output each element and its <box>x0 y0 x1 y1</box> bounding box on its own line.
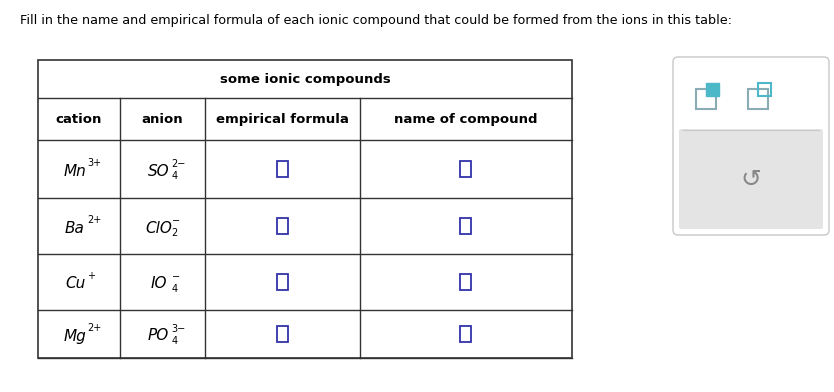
Text: −: − <box>172 216 179 226</box>
Text: empirical formula: empirical formula <box>216 113 349 125</box>
Text: anion: anion <box>142 113 183 125</box>
Text: ↺: ↺ <box>741 168 761 192</box>
Text: Mg: Mg <box>63 328 87 343</box>
Bar <box>696 89 716 109</box>
Bar <box>460 161 471 177</box>
Text: 4: 4 <box>172 284 178 294</box>
Text: ClO: ClO <box>145 221 172 236</box>
Text: cation: cation <box>56 113 103 125</box>
Text: 4: 4 <box>172 336 178 346</box>
Bar <box>758 83 771 96</box>
Text: 3−: 3− <box>172 324 186 334</box>
Text: 2−: 2− <box>172 159 186 169</box>
Bar <box>38 60 572 358</box>
Text: 2+: 2+ <box>87 323 101 333</box>
Text: SO: SO <box>148 163 169 178</box>
Text: IO: IO <box>150 276 167 292</box>
Text: +: + <box>87 271 95 281</box>
Text: some ionic compounds: some ionic compounds <box>219 73 390 85</box>
Text: Fill in the name and empirical formula of each ionic compound that could be form: Fill in the name and empirical formula o… <box>20 14 732 27</box>
Text: 4: 4 <box>172 171 178 181</box>
Text: 2+: 2+ <box>87 215 101 225</box>
Text: Cu: Cu <box>65 276 85 292</box>
Text: Mn: Mn <box>63 163 87 178</box>
Bar <box>706 83 719 96</box>
Text: PO: PO <box>148 328 169 343</box>
Bar <box>277 326 288 342</box>
Bar <box>460 218 471 234</box>
Bar <box>277 274 288 290</box>
Bar <box>748 89 768 109</box>
FancyBboxPatch shape <box>679 129 823 229</box>
Bar <box>460 326 471 342</box>
Text: −: − <box>172 272 179 282</box>
Bar <box>460 274 471 290</box>
FancyBboxPatch shape <box>673 57 829 235</box>
Text: 2: 2 <box>172 228 178 238</box>
Text: Ba: Ba <box>65 221 85 236</box>
Bar <box>277 161 288 177</box>
Bar <box>277 218 288 234</box>
Text: name of compound: name of compound <box>394 113 538 125</box>
Text: 3+: 3+ <box>87 158 101 168</box>
